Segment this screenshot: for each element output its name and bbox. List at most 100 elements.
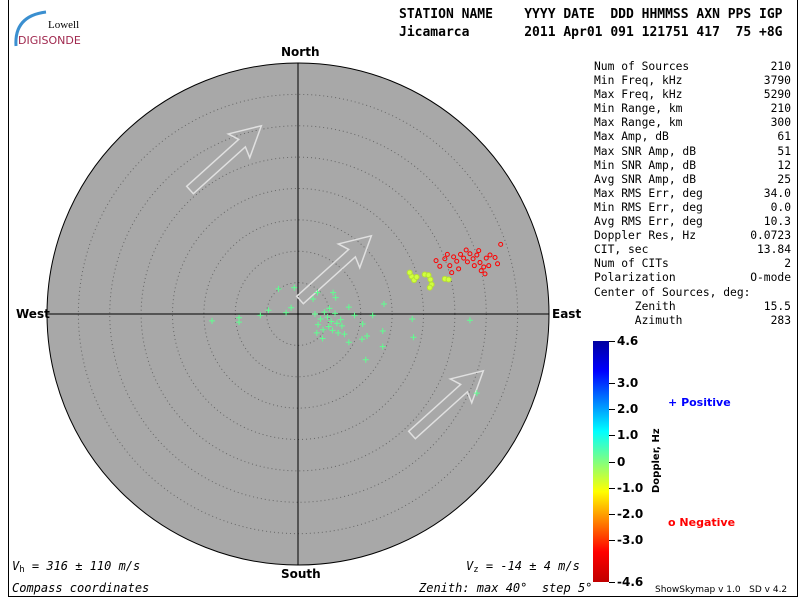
stat-label: Zenith bbox=[594, 299, 676, 313]
header-values: Jicamarca 2011 Apr01 091 121751 417 75 +… bbox=[399, 25, 783, 40]
source-point-positive bbox=[359, 321, 366, 328]
source-point-positive bbox=[265, 307, 272, 314]
zenith-scale-label: Zenith: max 40° step 5° bbox=[419, 581, 593, 595]
source-point bbox=[426, 284, 433, 291]
source-point-positive bbox=[362, 356, 369, 363]
source-point-negative bbox=[474, 252, 480, 258]
colorbar-tick-label: -2.0 bbox=[617, 506, 644, 521]
velocity-arrow-icon bbox=[185, 124, 263, 195]
stat-label: CIT, sec bbox=[594, 243, 649, 257]
source-point-positive bbox=[332, 310, 339, 317]
horizontal-velocity: Vh = 316 ± 110 m/s bbox=[12, 559, 141, 575]
colorbar-tick-label: 4.6 bbox=[617, 334, 639, 348]
stat-value: 283 bbox=[770, 313, 791, 327]
source-point-positive bbox=[380, 300, 387, 307]
logo-text-bottom: DIGISONDE bbox=[18, 34, 81, 47]
logo-arc-icon bbox=[14, 10, 47, 47]
colorbar-tick-label: -1.0 bbox=[617, 480, 644, 495]
source-point-positive bbox=[379, 343, 386, 350]
source-point-positive bbox=[466, 317, 473, 324]
source-point-positive bbox=[209, 317, 216, 324]
source-point-positive bbox=[311, 311, 318, 317]
stat-row: Min SNR Amp, dB 12 bbox=[594, 159, 791, 173]
stat-row: Min Freq, kHz 3790 bbox=[594, 74, 791, 88]
source-point-negative bbox=[471, 263, 477, 269]
stat-value: 15.5 bbox=[763, 299, 791, 313]
source-point-negative bbox=[464, 259, 470, 265]
colorbar-tick bbox=[609, 461, 615, 463]
source-point-positive bbox=[338, 322, 345, 329]
source-point-positive bbox=[313, 329, 320, 336]
statistics-panel: Num of Sources 210 Min Freq, kHz 3790 Max Fr… bbox=[594, 60, 791, 328]
source-point-positive bbox=[319, 335, 326, 342]
stat-row: Min RMS Err, deg 0.0 bbox=[594, 201, 791, 215]
header-columns: STATION NAME YYYY DATE DDD HHMMSS AXN PP… bbox=[399, 7, 783, 22]
source-point-negative bbox=[444, 251, 450, 257]
source-point-negative bbox=[483, 255, 489, 261]
label-north: North bbox=[281, 45, 320, 59]
colorbar-tick bbox=[609, 341, 615, 342]
source-point-negative bbox=[481, 264, 487, 270]
velocity-arrow-icon bbox=[295, 234, 373, 305]
stat-value: 0.0723 bbox=[750, 229, 791, 243]
label-west: West bbox=[16, 307, 50, 321]
source-point-positive bbox=[351, 312, 358, 319]
source-point-negative bbox=[470, 256, 476, 262]
colorbar-tick bbox=[609, 582, 615, 583]
source-point-positive bbox=[329, 327, 336, 334]
source-point-positive bbox=[332, 294, 339, 301]
stat-row: Min Range, km 210 bbox=[594, 102, 791, 116]
colorbar-title: Doppler, Hz bbox=[651, 428, 662, 493]
stat-label: Avg SNR Amp, dB bbox=[594, 172, 697, 186]
stat-value: 34.0 bbox=[763, 186, 791, 200]
stat-row: Max Freq, kHz 5290 bbox=[594, 88, 791, 102]
source-point-negative bbox=[463, 247, 469, 253]
coordinate-system-label: Compass coordinates bbox=[12, 581, 150, 595]
stat-row: Center of Sources, deg: bbox=[594, 286, 791, 300]
legend-negative: o Negative bbox=[668, 516, 735, 529]
colorbar-tick bbox=[609, 435, 615, 437]
label-east: East bbox=[552, 307, 582, 321]
stat-row: Zenith 15.5 bbox=[594, 300, 791, 314]
digisonde-logo: Lowell DIGISONDE bbox=[10, 8, 90, 48]
stat-label: Max RMS Err, deg bbox=[594, 186, 703, 200]
colorbar-tick-label: -4.6 bbox=[617, 575, 644, 589]
stat-label: Max Freq, kHz bbox=[594, 88, 683, 102]
source-point-positive bbox=[275, 285, 282, 292]
stat-label: Azimuth bbox=[594, 313, 683, 327]
colorbar-tick bbox=[609, 382, 615, 384]
source-point-positive bbox=[236, 319, 243, 326]
legend-positive-label: Positive bbox=[681, 396, 731, 409]
source-point-positive bbox=[328, 318, 335, 325]
source-point bbox=[413, 273, 420, 280]
colorbar-tick-label: -3.0 bbox=[617, 533, 644, 548]
source-point-negative bbox=[492, 255, 498, 261]
source-point-negative bbox=[458, 251, 464, 257]
stat-value: 2 bbox=[784, 257, 791, 271]
plot-frame bbox=[8, 0, 798, 597]
colorbar-tick-label: 0 bbox=[617, 454, 626, 469]
colorbar-tick bbox=[609, 487, 615, 489]
source-point-positive bbox=[369, 312, 376, 319]
stat-value: 0.0 bbox=[770, 200, 791, 214]
source-point-positive bbox=[359, 336, 366, 343]
source-point-negative bbox=[447, 263, 453, 269]
source-point-positive bbox=[364, 332, 371, 339]
source-point-negative bbox=[478, 268, 484, 274]
stat-label: Polarization bbox=[594, 271, 676, 285]
stat-value: 300 bbox=[770, 116, 791, 130]
stat-value: 210 bbox=[770, 102, 791, 116]
stat-label: Min Range, km bbox=[594, 102, 683, 116]
stat-row: Num of Sources 210 bbox=[594, 60, 791, 74]
colorbar-tick-label: 1.0 bbox=[617, 428, 639, 443]
source-point-negative bbox=[467, 251, 473, 257]
colorbar-tick bbox=[609, 540, 615, 542]
stat-row: Avg SNR Amp, dB 25 bbox=[594, 173, 791, 187]
stat-label: Max SNR Amp, dB bbox=[594, 144, 697, 158]
logo-text-top: Lowell bbox=[48, 19, 80, 31]
stat-label: Max Range, km bbox=[594, 116, 683, 130]
source-point-positive bbox=[337, 316, 344, 323]
stat-row: Polarization O-mode bbox=[594, 271, 791, 285]
stat-row: Max Range, km 300 bbox=[594, 116, 791, 130]
